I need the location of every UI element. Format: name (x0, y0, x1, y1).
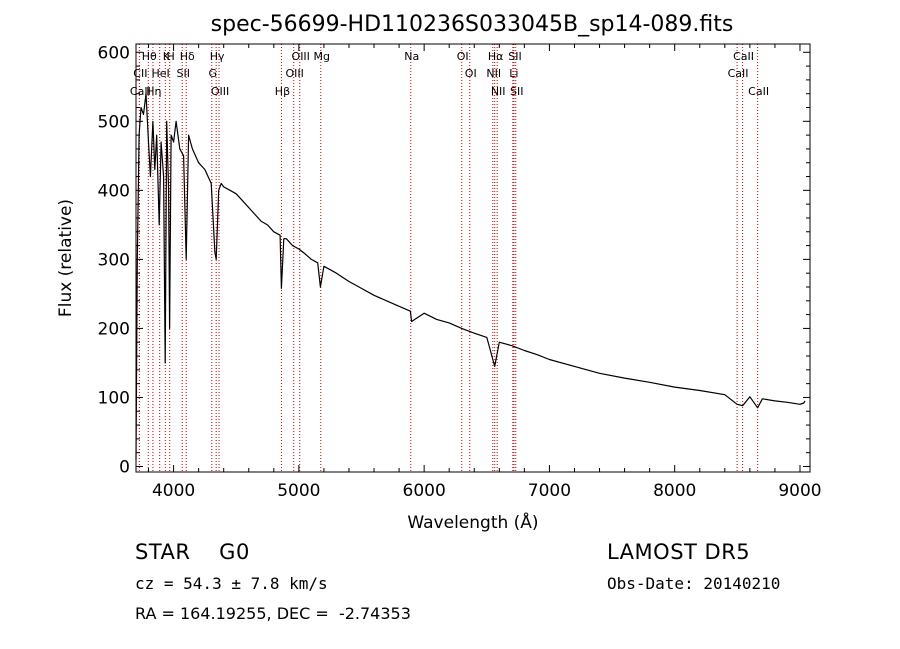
line-marker-label: Hθ (142, 50, 157, 63)
line-marker-label: SII (508, 50, 521, 63)
line-marker-label: OI (457, 50, 469, 63)
line-marker-label: CII (133, 67, 147, 80)
chart-title: spec-56699-HD110236S033045B_sp14-089.fit… (211, 12, 734, 37)
redshift-readout: cz = 54.3 ± 7.8 km/s (135, 574, 328, 593)
y-tick-label: 500 (98, 112, 130, 132)
line-marker-label: CaII (733, 50, 754, 63)
line-markers (138, 44, 759, 472)
observation-date: Obs-Date: 20140210 (607, 574, 781, 593)
line-marker-label: Hβ (275, 85, 290, 98)
y-tick-label: 200 (98, 319, 130, 339)
y-tick-label: 0 (119, 457, 130, 477)
line-marker-label: K (163, 50, 171, 63)
spectrum-line (135, 93, 806, 460)
y-tick-label: 100 (98, 388, 130, 408)
line-marker-label: H (167, 50, 175, 63)
line-marker-labels: Hθ CII CaII K HeI Hη H Hδ SII OIII Hγ G OIII OIII Hβ Mg… (130, 50, 769, 98)
line-marker-label: SII (176, 67, 189, 80)
line-marker-label: Na (404, 50, 419, 63)
line-marker-label: OIII (292, 50, 310, 63)
y-axis: 0 100 200 300 400 500 600 (98, 43, 810, 477)
line-marker-label: Li (509, 67, 518, 80)
line-marker-label: Hη (146, 85, 161, 98)
x-tick-label: 5000 (277, 481, 320, 501)
line-marker-label: CaII (728, 67, 749, 80)
survey-name: LAMOST DR5 (607, 540, 751, 564)
line-marker-label: Hα (488, 50, 504, 63)
line-marker-label: Mg (314, 50, 330, 63)
coordinates-readout: RA = 164.19255, DEC = -2.74353 (135, 604, 411, 623)
x-axis: 4000 5000 6000 7000 8000 9000 (148, 44, 822, 501)
line-marker-label: SII (510, 85, 523, 98)
x-tick-label: 8000 (653, 481, 696, 501)
y-tick-label: 400 (98, 181, 130, 201)
x-tick-label: 4000 (152, 481, 195, 501)
line-marker-label: OI (465, 67, 477, 80)
line-marker-label: OIII (211, 85, 229, 98)
line-marker-label: CaII (748, 85, 769, 98)
line-marker-label: Hγ (210, 50, 225, 63)
x-tick-label: 6000 (403, 481, 446, 501)
line-marker-label: NII (486, 67, 501, 80)
line-marker-label: NII (491, 85, 506, 98)
line-marker-label: HeI (152, 67, 170, 80)
y-tick-label: 600 (98, 43, 130, 63)
x-axis-label: Wavelength (Å) (407, 511, 538, 533)
x-tick-label: 7000 (528, 481, 571, 501)
y-tick-label: 300 (98, 250, 130, 270)
line-marker-label: G (209, 67, 218, 80)
y-axis-label: Flux (relative) (56, 199, 76, 317)
x-tick-label: 9000 (778, 481, 821, 501)
line-marker-label: Hδ (180, 50, 195, 63)
spectrum-series (135, 93, 806, 460)
plot-frame (135, 43, 811, 473)
line-marker-label: OIII (286, 67, 304, 80)
spectral-class: STAR G0 (135, 540, 250, 564)
